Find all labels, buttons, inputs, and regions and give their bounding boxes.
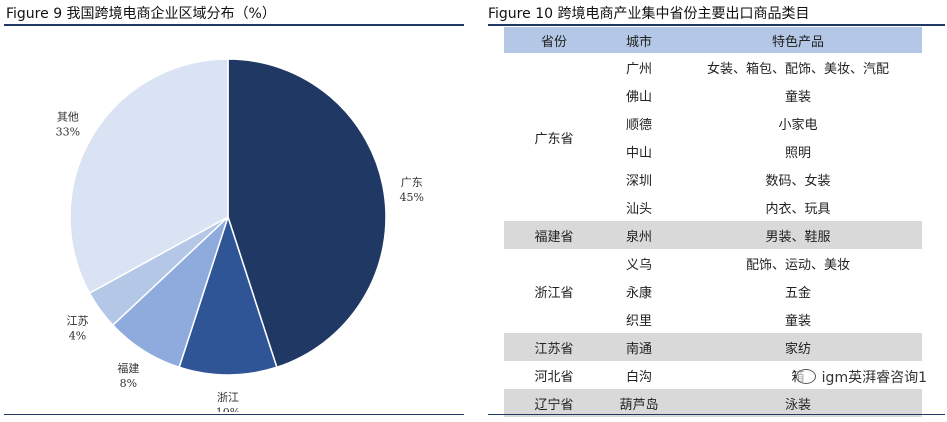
wechat-icon (795, 369, 816, 384)
city-cell: 葫芦岛 (604, 389, 674, 417)
product-cell: 童装 (784, 313, 811, 329)
product-cell: 照明 (784, 145, 811, 161)
header-province: 省份 (504, 27, 604, 53)
pie-label-value: 4% (69, 329, 86, 342)
product-cell: 男装、鞋服 (674, 221, 922, 249)
table-row: 织里 童装 (504, 305, 922, 333)
pie-label-value: 45% (399, 191, 423, 204)
table-row: 中山 照明 (504, 137, 922, 165)
province-cell: 河北省 (534, 369, 574, 385)
pie-label-name: 广东 (401, 176, 423, 189)
pie-slice-其他 (69, 58, 229, 295)
pie-slice-浙江 (178, 214, 278, 376)
table-row: 辽宁省 葫芦岛 泳装 (504, 389, 922, 417)
title-rule (4, 24, 464, 26)
product-cell: 配饰、运动、美妆 (745, 257, 850, 273)
province-cell: 江苏省 (504, 333, 604, 361)
table-row: 浙江省 义乌 配饰、运动、美妆 (504, 249, 922, 301)
header-city: 城市 (604, 27, 674, 53)
province-cell: 广东省 (534, 131, 574, 147)
city-cell: 织里 (625, 313, 652, 329)
table-row: 江苏省 南通 家纺 (504, 333, 922, 361)
table-row: 福建省 泉州 男装、鞋服 (504, 221, 922, 249)
bottom-rule (4, 414, 464, 415)
table-row: 顺德 小家电 (504, 109, 922, 137)
product-cell: 童装 (784, 89, 811, 105)
table-row: 汕头 内衣、玩具 (504, 193, 922, 221)
pie-chart: 广东 45% 浙江 10% 福建 8% 江苏 4% 其他 33% (56, 58, 424, 412)
header-product: 特色产品 (674, 27, 922, 53)
product-cell: 小家电 (778, 117, 818, 133)
pie-label-name: 福建 (117, 361, 139, 375)
product-cell: 女装、箱包、配饰、美妆、汽配 (706, 61, 889, 77)
city-cell: 广州 (625, 61, 652, 77)
table-row: 深圳 数码、女装 (504, 165, 922, 193)
pie-label-value: 8% (120, 377, 137, 390)
city-cell: 汕头 (625, 201, 652, 217)
city-cell: 中山 (625, 145, 652, 161)
province-cell: 辽宁省 (504, 389, 604, 417)
city-cell: 永康 (625, 285, 652, 301)
figure-10-title: Figure 10 跨境电商产业集中省份主要出口商品类目 (488, 6, 810, 22)
figure-9-panel: Figure 9 我国跨境电商企业区域分布（%） 广东 45% 浙江 10% 福建 8% 江… (0, 0, 466, 422)
province-cell: 福建省 (504, 221, 604, 249)
pie-slice-广东 (227, 58, 387, 369)
pie-label-name: 浙江 (217, 391, 239, 404)
wechat-watermark: igm英湃睿咨询1 (795, 367, 927, 387)
title-rule (488, 24, 945, 26)
pie-label-name: 其他 (57, 110, 79, 123)
city-cell: 深圳 (625, 173, 652, 189)
figure-10-panel: Figure 10 跨境电商产业集中省份主要出口商品类目 省份 城市 特色产品 … (484, 0, 947, 422)
city-cell: 南通 (604, 333, 674, 361)
product-cell: 五金 (784, 285, 811, 301)
table-body: 广东省 广州 女装、箱包、配饰、美妆、汽配 佛山 童装 顺德 小家电 中山 照明 深圳 数码、女装汕… (504, 53, 922, 417)
table-row: 永康 五金 (504, 277, 922, 305)
figure-9-title: Figure 9 我国跨境电商企业区域分布（%） (6, 6, 276, 22)
export-category-table: 省份 城市 特色产品 广东省 广州 女装、箱包、配饰、美妆、汽配 佛山 童装 顺德 小家电中… (504, 27, 922, 417)
city-cell: 顺德 (625, 117, 652, 133)
pie-label-name: 江苏 (67, 314, 89, 327)
pie-label-value: 10% (216, 406, 240, 412)
table-header-row: 省份 城市 特色产品 (504, 27, 922, 53)
city-cell: 义乌 (625, 257, 652, 273)
city-cell: 白沟 (625, 369, 652, 385)
product-cell: 家纺 (674, 333, 922, 361)
province-cell: 浙江省 (534, 285, 574, 301)
table-row: 广东省 广州 女装、箱包、配饰、美妆、汽配 (504, 53, 922, 147)
product-cell: 内衣、玩具 (765, 201, 831, 217)
pie-label-value: 33% (56, 125, 80, 138)
product-cell: 泳装 (674, 389, 922, 417)
city-cell: 佛山 (625, 89, 652, 105)
table-row: 佛山 童装 (504, 81, 922, 109)
bottom-rule (488, 414, 945, 415)
city-cell: 泉州 (604, 221, 674, 249)
product-cell: 数码、女装 (765, 173, 831, 189)
watermark-text: igm英湃睿咨询1 (821, 370, 927, 386)
